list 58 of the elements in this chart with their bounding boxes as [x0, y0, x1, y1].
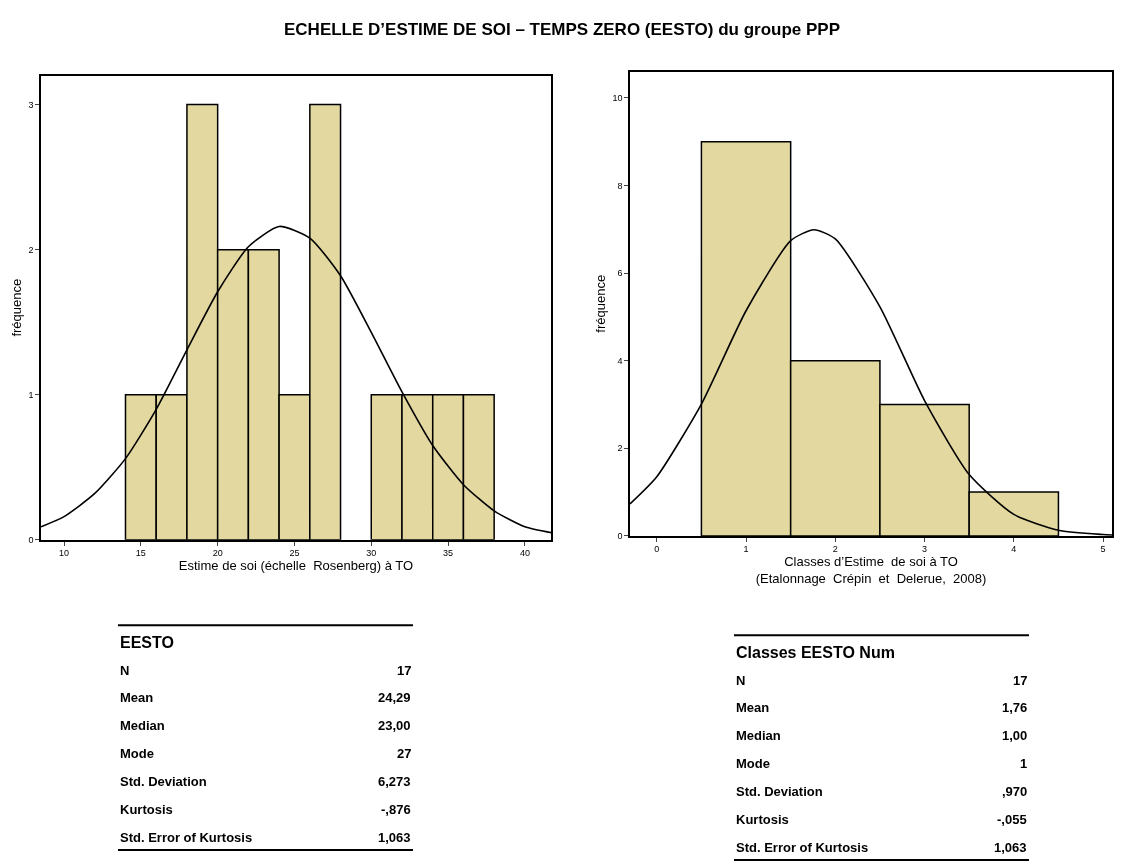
x-tick-label: 35 [443, 548, 454, 559]
text: 1,063 [994, 840, 1027, 855]
text: -,876 [381, 802, 411, 817]
x-axis-title: Classes d’Estime de soi à TO (Etalonnage Crépin et Delerue, 2008) [755, 554, 987, 587]
text: Std. Error of Kurtosis [120, 830, 253, 845]
text: Std. Deviation [120, 774, 207, 789]
x-tick-label: 1 [743, 544, 749, 555]
text: 1,063 [378, 830, 411, 845]
y-axis-title: fréquence [592, 274, 608, 333]
text: 23,00 [378, 718, 411, 733]
x-tick-label: 4 [1011, 544, 1017, 555]
text: 24,29 [378, 690, 411, 705]
text: 17 [1013, 673, 1028, 688]
text: Median [736, 728, 781, 743]
text: 1,76 [1002, 700, 1028, 715]
text: -,055 [997, 812, 1027, 827]
x-tick-label: 0 [654, 544, 660, 555]
y-tick-label: 6 [617, 268, 623, 279]
text: Mean [120, 690, 154, 705]
text: Std. Error of Kurtosis [736, 840, 869, 855]
text: Kurtosis [120, 802, 173, 817]
y-tick-label: 10 [612, 93, 623, 104]
x-tick-label: 2 [832, 544, 838, 555]
y-tick-label: 2 [28, 244, 34, 255]
y-tick-label: 2 [617, 443, 623, 454]
text: ,970 [1002, 784, 1028, 799]
x-tick-label: 20 [212, 548, 223, 559]
x-tick-label: 25 [289, 548, 300, 559]
text: EESTO [120, 634, 174, 651]
text: Mode [120, 746, 154, 761]
x-tick-label: 40 [519, 548, 530, 559]
chart-title: ECHELLE D’ESTIME DE SOI – TEMPS ZERO (EESTO) du groupe PPP [284, 20, 841, 39]
x-tick-label: 30 [366, 548, 377, 559]
y-tick-label: 1 [28, 389, 34, 400]
y-tick-label: 4 [617, 355, 623, 366]
x-tick-label: 5 [1100, 544, 1106, 555]
text: Median [120, 718, 165, 733]
text: Mean [736, 700, 770, 715]
text: Classes EESTO Num [736, 644, 895, 661]
y-tick-label: 8 [617, 180, 623, 191]
y-tick-label: 0 [28, 535, 34, 546]
x-tick-label: 3 [922, 544, 928, 555]
text: N [736, 673, 746, 688]
y-tick-label: 0 [617, 531, 623, 542]
y-axis-title: fréquence [8, 278, 24, 337]
y-tick-label: 3 [28, 99, 34, 110]
x-tick-label: 15 [135, 548, 146, 559]
text: 17 [397, 663, 412, 678]
text: 6,273 [378, 774, 411, 789]
text: N [120, 663, 130, 678]
text: 27 [397, 746, 412, 761]
text: 1 [1020, 756, 1028, 771]
text: Std. Deviation [736, 784, 823, 799]
x-tick-label: 10 [59, 548, 70, 559]
text: 1,00 [1002, 728, 1028, 743]
x-axis-title: Estime de soi (échelle Rosenberg) à TO [178, 558, 414, 574]
text: Kurtosis [736, 812, 789, 827]
text: Mode [736, 756, 770, 771]
